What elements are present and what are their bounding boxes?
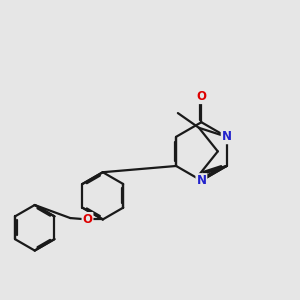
Text: N: N (222, 130, 232, 143)
Text: O: O (82, 213, 92, 226)
Text: O: O (196, 90, 206, 103)
Text: N: N (196, 174, 206, 187)
